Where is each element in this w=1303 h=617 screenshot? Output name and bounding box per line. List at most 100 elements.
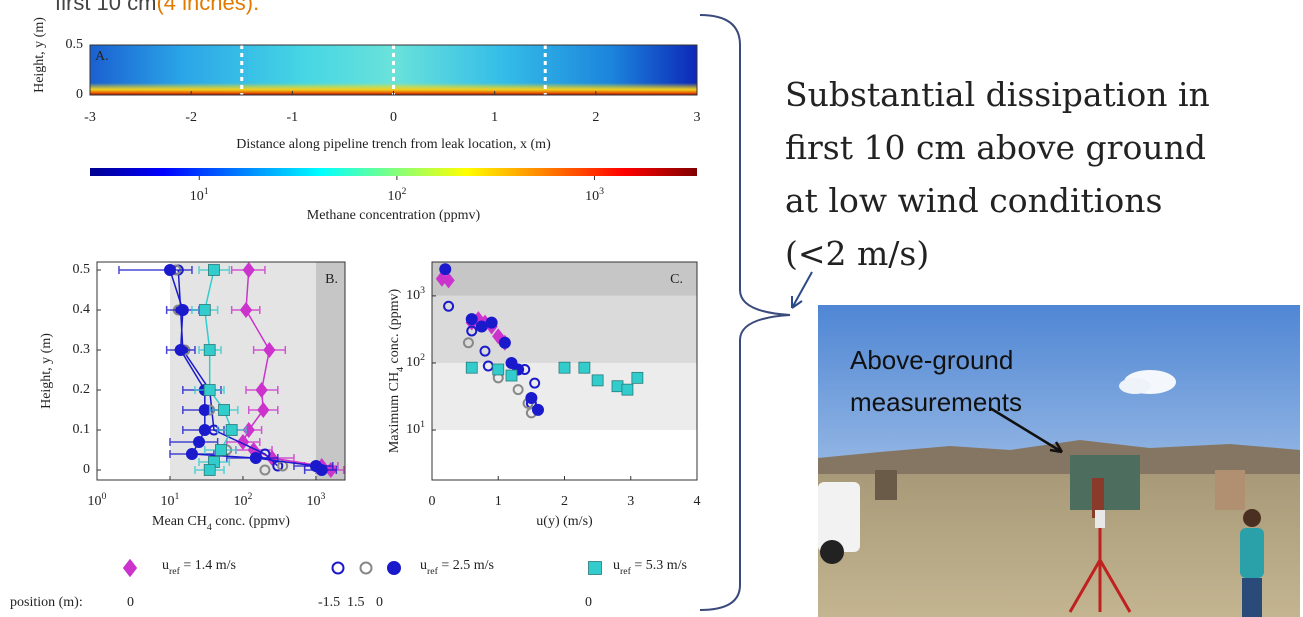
x-tick-label: 102	[234, 491, 253, 509]
marker-circle	[259, 464, 271, 476]
text-part: 10	[307, 494, 321, 509]
marker-diamond	[255, 382, 268, 398]
legend-label: uref = 1.4 m/s	[162, 558, 236, 577]
marker-diamond	[257, 402, 270, 418]
text-part: 1	[420, 419, 425, 430]
marker-square	[218, 404, 230, 416]
x-tick-label: 103	[307, 491, 326, 509]
text-part: = 1.4 m/s	[180, 558, 236, 573]
text-part: 3	[420, 285, 425, 296]
text-part: u	[420, 558, 427, 573]
mountains	[818, 440, 1300, 478]
marker-square	[208, 264, 220, 276]
top-line: first 10 cm(4 inches).	[55, 0, 259, 15]
position-value: 1.5	[347, 595, 365, 610]
text-part: 10	[88, 494, 102, 509]
panel-label: A.	[95, 49, 109, 64]
shaded-band	[432, 262, 697, 296]
x-tick-label: -2	[185, 110, 197, 125]
marker-square	[215, 444, 227, 456]
marker-circle	[198, 424, 211, 436]
colorbar-tick-label: 103	[585, 186, 604, 204]
text-part: 10	[234, 494, 248, 509]
photo-annotation: measurements	[850, 387, 1022, 417]
position-value: 0	[585, 595, 592, 610]
position-value: 0	[376, 595, 383, 610]
sensor	[1095, 510, 1105, 528]
colorbar	[90, 168, 697, 176]
marker-diamond	[122, 558, 138, 578]
text-part: u	[162, 558, 169, 573]
marker-circle	[387, 561, 401, 575]
text-part: = 5.3 m/s	[631, 558, 687, 573]
text-part: 10	[406, 422, 420, 437]
person-body	[1240, 528, 1264, 578]
marker-circle	[529, 377, 541, 389]
legend: uref = 1.4 m/s uref = 2.5 m/s uref = 5.3 m…	[10, 558, 687, 610]
chart: -3 -2 -1 0 1 2 3 0 0.5 Distance along pipeline tr…	[32, 17, 700, 223]
marker-square	[203, 464, 216, 476]
text-part: 10	[190, 189, 204, 204]
x-tick-label: 1	[495, 494, 502, 509]
text-part: 10	[161, 494, 175, 509]
marker-square	[578, 361, 591, 374]
text-part: 4	[395, 367, 406, 372]
panel-label: B.	[325, 272, 338, 287]
text-part: 10	[585, 189, 599, 204]
photo-annotation: Above-ground	[850, 345, 1013, 375]
text-part: 2	[248, 491, 253, 502]
marker-circle	[331, 561, 345, 575]
text-part: 10	[387, 189, 401, 204]
y-axis-label: Height, y (m)	[39, 333, 54, 409]
text-part: 3	[321, 491, 326, 502]
structure	[1215, 470, 1245, 510]
marker-square	[621, 383, 634, 396]
marker-square	[591, 374, 604, 387]
text-part: conc. (ppmv)	[387, 289, 402, 367]
text-part: ref	[620, 566, 632, 577]
marker-square	[465, 361, 478, 374]
x-tick-label: 1	[491, 110, 498, 125]
text-part: 1	[175, 491, 180, 502]
marker-circle	[465, 313, 478, 326]
person-legs	[1242, 578, 1262, 617]
marker-square	[611, 380, 624, 393]
charts: -3 -2 -1 0 1 2 3 0 0.5 Distance along pipeline tr…	[32, 17, 700, 533]
colorbar-tick-label: 101	[190, 186, 209, 204]
marker-diamond	[442, 272, 455, 289]
person-head	[1243, 509, 1261, 527]
y-axis-label: Maximum CH4 conc. (ppmv)	[387, 289, 406, 454]
text-part: ref	[427, 566, 439, 577]
x-tick-label: 2	[561, 494, 568, 509]
marker-circle	[359, 561, 373, 575]
position-value: -1.5	[318, 595, 340, 610]
colorbar-label: Methane concentration (ppmv)	[307, 208, 481, 223]
text-part: 2	[420, 352, 425, 363]
marker-square	[505, 369, 518, 382]
tripod	[1068, 520, 1132, 613]
marker-diamond	[263, 342, 276, 358]
y-tick-label: 0.2	[73, 382, 91, 397]
text-part: Maximum CH	[387, 372, 402, 453]
marker-square	[203, 344, 216, 356]
shaded-band	[432, 362, 697, 431]
text-part: 10	[406, 288, 420, 303]
x-axis-label: u(y) (m/s)	[536, 514, 593, 529]
position-label: position (m):	[10, 595, 83, 610]
x-tick-label: 101	[161, 491, 180, 509]
marker-circle	[185, 448, 198, 460]
car	[818, 482, 860, 552]
marker-square	[492, 363, 505, 376]
x-axis-label: Mean CH4 conc. (ppmv)	[152, 514, 290, 533]
text-part: 10	[406, 355, 420, 370]
marker-diamond	[242, 262, 255, 278]
marker-circle	[466, 325, 478, 337]
marker-diamond	[242, 422, 255, 438]
marker-circle	[485, 316, 498, 329]
marker-circle	[439, 263, 452, 276]
marker-circle	[532, 403, 544, 416]
axes-frame	[96, 261, 346, 481]
y-tick-label: 103	[406, 285, 425, 303]
y-tick-label: 101	[406, 419, 425, 437]
y-tick-label: 0	[76, 87, 83, 102]
